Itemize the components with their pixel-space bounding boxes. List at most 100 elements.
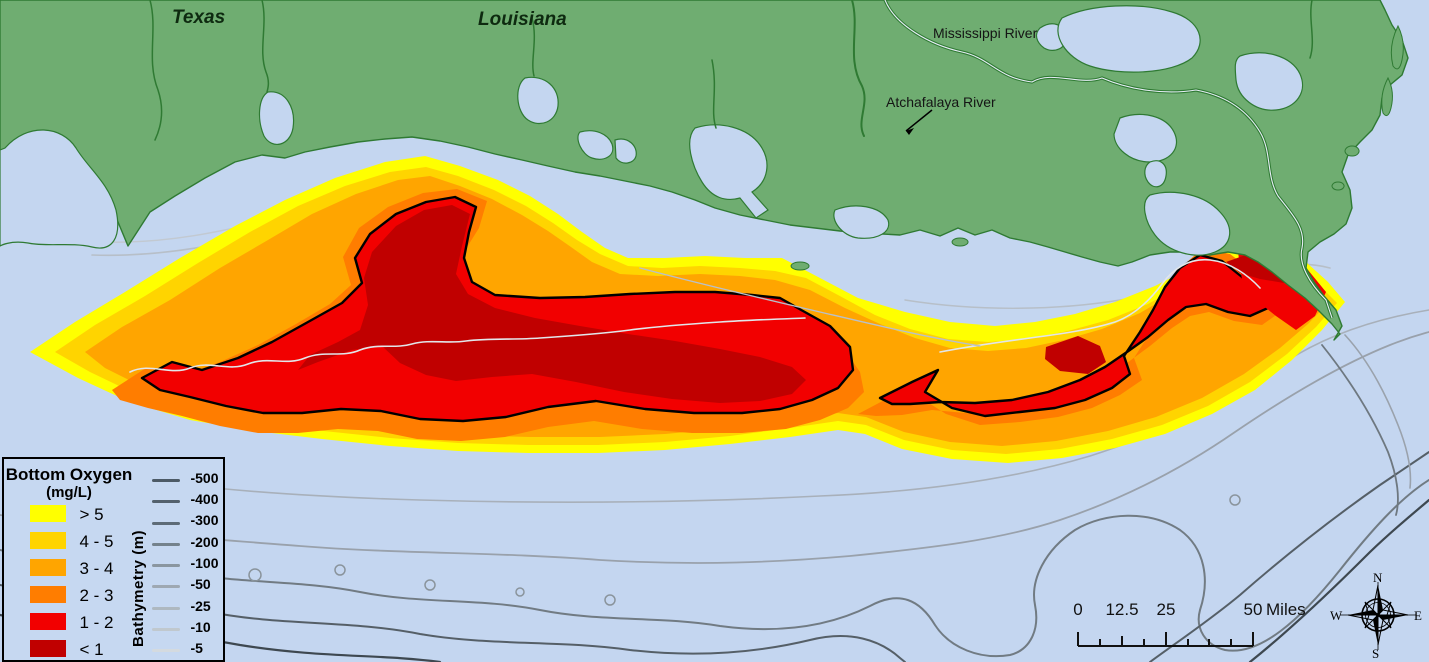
- legend-row: < 1: [30, 640, 113, 662]
- bathymetry-line-swatch: [152, 628, 180, 632]
- sabine-lake: [258, 91, 295, 145]
- marsh-islet: [1331, 181, 1345, 191]
- calcasieu-lake: [517, 76, 559, 125]
- bathymetry-line-swatch: [152, 649, 180, 653]
- lake-salvador: [1113, 113, 1178, 163]
- vermilion-bay: [689, 124, 769, 219]
- legend-row: 4 - 5: [30, 532, 113, 559]
- bathymetry-line-swatch: [152, 606, 180, 610]
- bathymetry-line-swatch: [152, 542, 180, 546]
- compass-rose: N E S W: [1330, 570, 1426, 662]
- bathymetry-label: -300: [190, 512, 219, 529]
- marsh-islet: [1344, 145, 1360, 157]
- bathymetry-label: -10: [190, 618, 211, 635]
- legend-row: -200: [152, 533, 218, 554]
- oxygen-swatch: [30, 559, 66, 576]
- compass-east-label: E: [1414, 608, 1422, 623]
- compass-south-label: S: [1372, 646, 1380, 661]
- white-lake: [614, 138, 637, 164]
- lake-pontchartrain: [1057, 5, 1201, 73]
- bathymetry-label: -50: [190, 576, 211, 593]
- oxygen-swatch: [30, 586, 66, 603]
- lakes: [0, 5, 1304, 256]
- legend-row: -300: [152, 512, 218, 533]
- legend-row: 2 - 3: [30, 586, 113, 613]
- legend-row: 1 - 2: [30, 613, 113, 640]
- compass-north-label: N: [1373, 570, 1383, 585]
- legend-row: -5: [152, 639, 218, 660]
- islands: [790, 24, 1404, 271]
- bathymetry-label: -400: [190, 491, 219, 508]
- atchafalaya-river-label: Atchafalaya River: [886, 94, 996, 110]
- atchafalaya-leader-arrow: [905, 109, 933, 135]
- mississippi-river-label: Mississippi River: [933, 25, 1038, 41]
- bathymetry-legend-rows: -500 -400 -300 -200 -100 -50: [152, 469, 218, 661]
- scale-tick-label: 25: [1156, 600, 1176, 619]
- legend-panel: Bottom Oxygen (mg/L) > 5 4 - 5 3 - 4 2 -…: [2, 457, 225, 662]
- legend-row: -400: [152, 490, 218, 511]
- oxygen-class-label: < 1: [79, 640, 104, 659]
- legend-row: -25: [152, 597, 218, 618]
- oxygen-swatch: [30, 532, 66, 549]
- bathymetry-line-swatch: [152, 479, 180, 482]
- vermilion-river: [711, 59, 717, 129]
- lake-borgne: [1234, 52, 1304, 111]
- bathymetry-label: -100: [190, 554, 219, 571]
- oxygen-class-label: 2 - 3: [79, 586, 114, 605]
- legend-title: Bottom Oxygen: [5, 465, 133, 484]
- oxygen-swatch: [30, 640, 66, 657]
- mississippi-river-course: [883, 0, 1334, 319]
- pearl-river: [1309, 0, 1314, 59]
- legend-row: -100: [152, 554, 218, 575]
- legend-row: -10: [152, 618, 218, 639]
- scale-unit-label: Miles: [1266, 600, 1306, 619]
- bathymetry-line-swatch: [152, 585, 180, 589]
- compass-rose-icon: [1340, 582, 1416, 650]
- scale-tick-label: 12.5: [1105, 600, 1139, 619]
- bathymetry-label: -500: [190, 469, 219, 486]
- bathymetry-label: -200: [190, 533, 219, 550]
- oxygen-swatch: [30, 613, 66, 630]
- scale-tick-label: 50: [1243, 600, 1263, 619]
- scale-bar: 0 12.5 25 50 Miles: [1066, 600, 1326, 650]
- calcasieu-river: [531, 17, 536, 77]
- legend-row: 3 - 4: [30, 559, 113, 586]
- galveston-bay: [0, 129, 119, 249]
- hypoxia-zones: [30, 156, 1345, 463]
- oxygen-legend-rows: > 5 4 - 5 3 - 4 2 - 3 1 - 2 < 1: [30, 505, 113, 662]
- legend-row: -500: [152, 469, 218, 490]
- oxygen-class-label: 4 - 5: [79, 532, 114, 551]
- bathymetry-label: -5: [190, 640, 203, 657]
- chandeleur-island: [1390, 24, 1404, 70]
- louisiana-label: Louisiana: [478, 9, 567, 30]
- oxygen-zone-lt1-west: [298, 205, 806, 403]
- bathymetry-line-swatch: [152, 564, 180, 568]
- oxygen-class-label: 3 - 4: [79, 559, 114, 578]
- trinity-river: [149, 0, 163, 141]
- bathymetry-line-swatch: [152, 521, 180, 525]
- rivers: [149, 0, 1314, 141]
- sabine-river: [261, 0, 270, 93]
- legend-row: -50: [152, 575, 218, 596]
- oxygen-class-label: > 5: [79, 505, 104, 524]
- legend-units: (mg/L): [46, 484, 92, 501]
- oxygen-swatch: [30, 505, 66, 522]
- oxygen-class-label: 1 - 2: [79, 613, 114, 632]
- scale-bar-ticks: [1077, 632, 1254, 647]
- atchafalaya-bay: [833, 205, 890, 239]
- overlay-contours: [129, 259, 1261, 373]
- compass-west-label: W: [1330, 608, 1343, 623]
- bathymetry-label: -25: [190, 597, 211, 614]
- chandeleur-island: [1381, 76, 1393, 117]
- marsh-islet: [790, 261, 810, 271]
- marsh-islet: [951, 237, 969, 247]
- bathymetry-legend-title: Bathymetry (m): [130, 529, 147, 647]
- barataria-bay: [1143, 191, 1231, 256]
- grand-lake: [577, 130, 614, 160]
- oxygen-zone-lt1-east-pocket: [1045, 336, 1106, 374]
- texas-label: Texas: [172, 7, 226, 28]
- legend-row: > 5: [30, 505, 113, 532]
- scale-tick-label: 0: [1073, 600, 1083, 619]
